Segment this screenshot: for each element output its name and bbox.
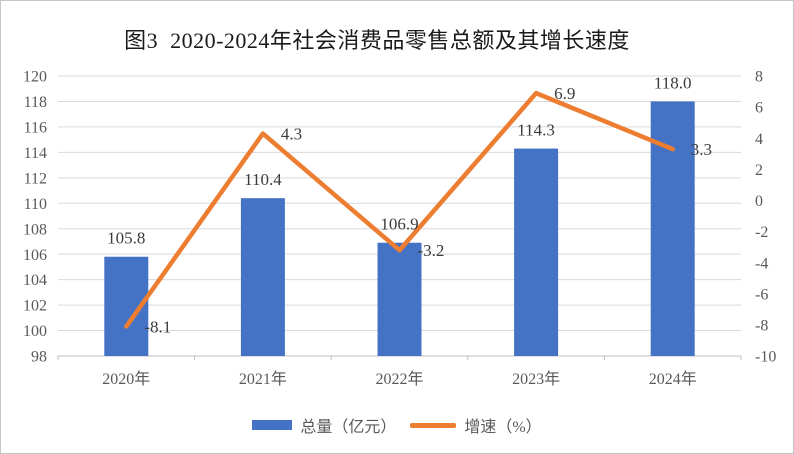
bar-data-label: 114.3 xyxy=(517,121,555,140)
x-axis-label: 2021年 xyxy=(239,370,287,388)
line-series-swatch xyxy=(410,422,457,428)
right-axis-tick-label: 8 xyxy=(755,69,763,86)
right-axis-tick-label: 0 xyxy=(755,193,763,210)
left-axis-tick-label: 102 xyxy=(23,298,47,315)
chart-title: 图3 2020-2024年社会消费品零售总额及其增长速度 xyxy=(124,28,630,53)
left-axis-tick-label: 118 xyxy=(24,94,47,111)
line-data-label: 3.3 xyxy=(691,140,712,159)
bar xyxy=(514,148,559,356)
legend-item-growth: 增速（%） xyxy=(410,413,542,437)
left-axis-tick-label: 100 xyxy=(23,323,47,340)
right-axis-tick-label: 2 xyxy=(755,162,763,179)
left-axis-tick-label: 120 xyxy=(23,69,47,86)
left-axis-tick-label: 116 xyxy=(24,120,47,137)
line-data-label: 6.9 xyxy=(554,84,575,103)
bar-series-swatch xyxy=(252,420,293,430)
right-axis-tick-label: -2 xyxy=(755,224,768,241)
right-axis-tick-label: -8 xyxy=(755,317,768,334)
right-axis-tick-label: -6 xyxy=(755,286,768,303)
left-axis-tick-label: 106 xyxy=(23,247,47,264)
left-axis-tick-label: 112 xyxy=(24,170,47,187)
bar-data-label: 106.9 xyxy=(380,215,418,234)
line-data-label: 4.3 xyxy=(281,125,302,144)
line-data-label: -8.1 xyxy=(144,317,171,336)
right-axis-tick-label: -10 xyxy=(755,349,776,366)
right-axis-tick-label: -4 xyxy=(755,255,768,272)
left-axis-tick-label: 108 xyxy=(23,221,47,238)
line-data-label: -3.2 xyxy=(418,241,445,260)
bar-data-label: 110.4 xyxy=(244,170,282,189)
legend: 总量（亿元） 增速（%） xyxy=(1,413,793,437)
growth-line xyxy=(124,90,675,329)
x-axis-label: 2023年 xyxy=(512,370,560,388)
right-axis-tick-label: 6 xyxy=(755,100,763,117)
bar xyxy=(240,198,285,356)
bar xyxy=(377,242,422,356)
x-axis-label: 2024年 xyxy=(649,370,697,388)
x-axis-label: 2022年 xyxy=(375,370,423,388)
left-axis-tick-label: 110 xyxy=(24,196,47,213)
left-axis-tick-label: 98 xyxy=(31,349,47,366)
left-axis-tick-label: 104 xyxy=(23,272,47,289)
line-series-label: 增速（%） xyxy=(464,419,542,436)
x-axis-label: 2020年 xyxy=(102,370,150,388)
right-axis-tick-label: 4 xyxy=(755,131,763,148)
left-axis-tick-label: 114 xyxy=(24,145,47,162)
legend-item-total: 总量（亿元） xyxy=(252,413,396,437)
bar-data-label: 118.0 xyxy=(654,73,692,92)
bar-data-label: 105.8 xyxy=(107,229,145,248)
bar xyxy=(650,101,695,356)
bar-series-label: 总量（亿元） xyxy=(300,419,397,436)
